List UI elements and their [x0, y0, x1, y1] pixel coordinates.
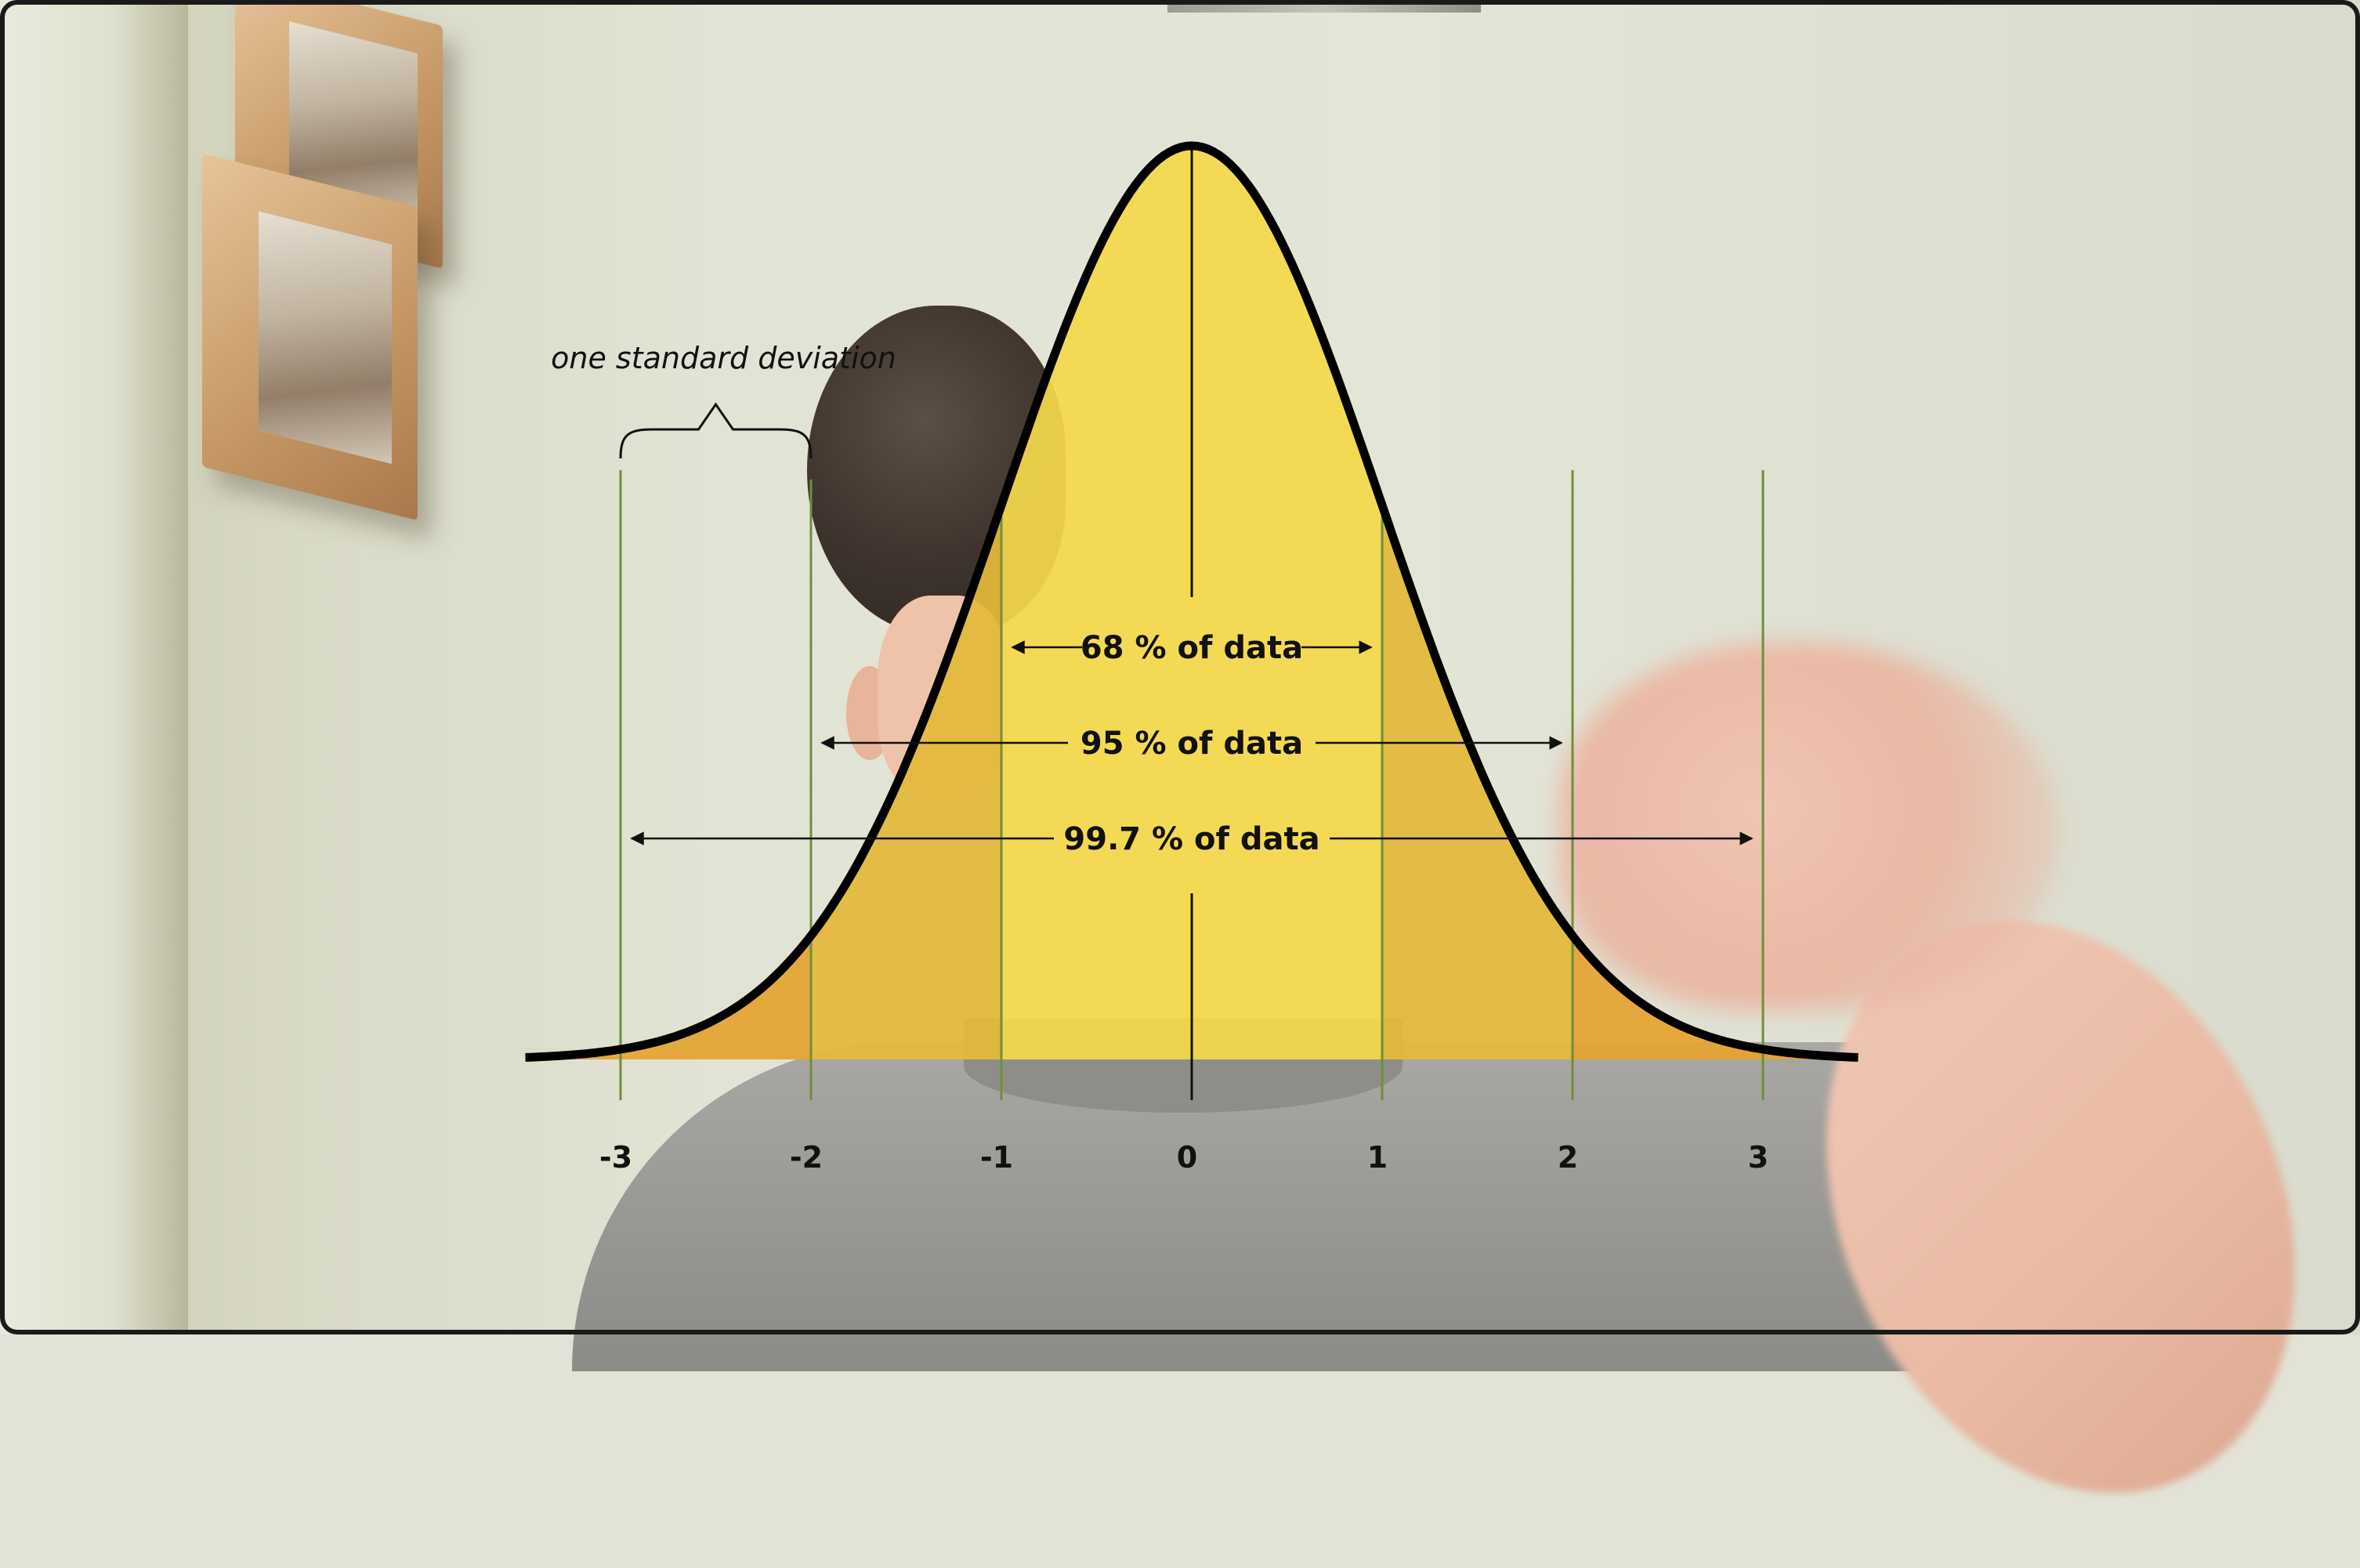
brace-annotation	[619, 402, 813, 459]
band-3	[525, 936, 811, 1059]
area-bands	[525, 146, 1859, 1059]
coverage-arrows: 68 % of data 95 % of data 99.7 % of data	[630, 630, 1754, 857]
coverage-label-0: 68 % of data	[1080, 630, 1303, 666]
curve-line	[525, 141, 1859, 1062]
tick-label-2: 2	[1558, 1140, 1578, 1175]
band-4	[1573, 936, 1859, 1059]
sd-gridlines	[619, 470, 1765, 1100]
tick-label--3: -3	[599, 1140, 632, 1175]
tick-label-1: 1	[1367, 1140, 1388, 1175]
tick-label--2: -2	[790, 1140, 823, 1175]
brace-label: one standard deviation	[551, 341, 896, 375]
background-wall-corner	[0, 0, 188, 1334]
tick-label--1: -1	[980, 1140, 1013, 1175]
tick-label-3: 3	[1748, 1140, 1768, 1175]
normal-distribution-chart: 68 % of data 95 % of data 99.7 % of data o…	[525, 141, 1859, 1175]
coverage-label-1: 95 % of data	[1080, 726, 1303, 762]
bell-curve	[525, 141, 1859, 1062]
background-object	[1167, 0, 1481, 13]
band-0	[1001, 146, 1382, 1059]
x-axis-ticks: -3 -2 -1 0 1 2 3	[599, 1140, 1768, 1175]
tick-label-0: 0	[1177, 1140, 1197, 1175]
coverage-label-2: 99.7 % of data	[1063, 821, 1319, 857]
brace-shape	[619, 402, 813, 459]
person-hand	[1559, 643, 2061, 1011]
